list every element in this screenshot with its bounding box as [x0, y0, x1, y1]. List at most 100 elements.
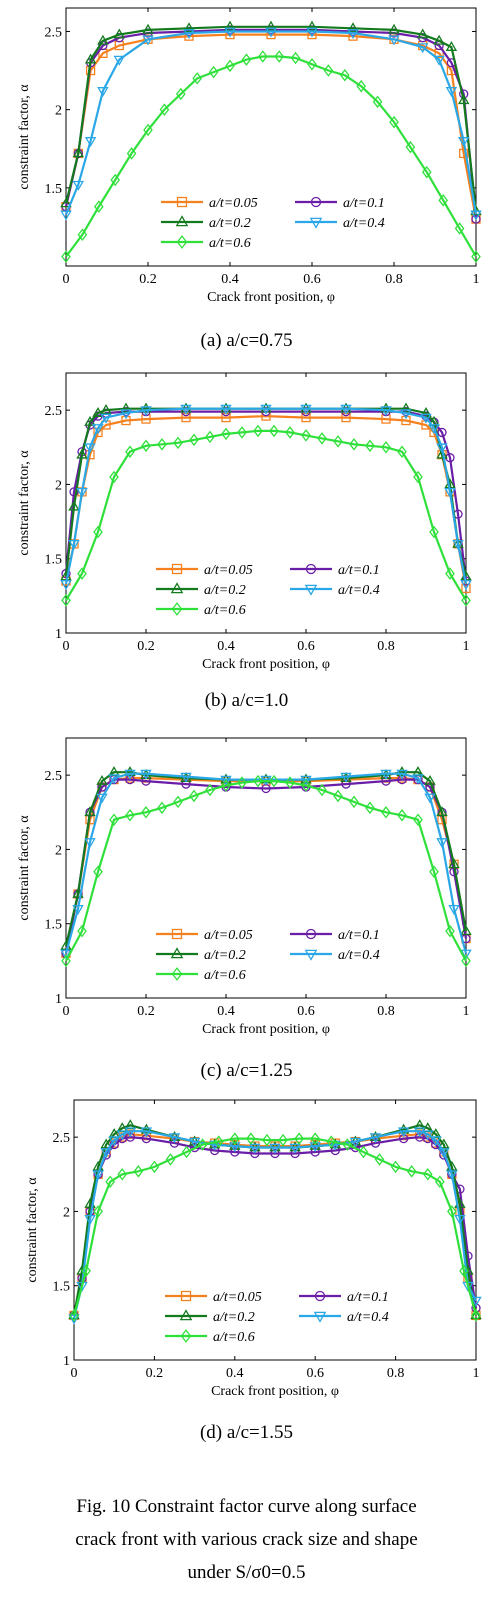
data-point-marker	[437, 427, 447, 438]
y-tick-label: 2	[55, 478, 62, 493]
data-point-marker	[333, 435, 343, 448]
data-point-marker	[452, 540, 464, 550]
data-point-marker	[171, 967, 183, 981]
data-point-marker	[96, 774, 108, 785]
x-tick-label: 0	[63, 272, 70, 287]
plot-area	[65, 7, 477, 267]
legend-item: a/t=0.05	[156, 563, 253, 578]
data-point-marker	[60, 197, 72, 208]
data-point-marker	[460, 580, 472, 591]
data-point-marker	[294, 1132, 304, 1145]
data-point-marker	[285, 776, 295, 789]
x-tick-label: 1	[463, 639, 470, 654]
legend-item: a/t=0.2	[161, 215, 251, 231]
data-point-marker	[413, 1127, 426, 1138]
data-point-marker	[175, 87, 186, 101]
data-point-marker	[300, 775, 312, 786]
x-axis-label: Crack front position, φ	[207, 290, 335, 305]
data-point-marker	[269, 424, 279, 438]
chart-panel-d: 0 0.2 0.4 0.6 0.8 1 1 1.5 2 2.5 Crack front positi…	[0, 1092, 493, 1443]
data-point-marker	[430, 1136, 442, 1147]
data-point-marker	[181, 1145, 192, 1159]
data-point-marker	[224, 27, 236, 38]
data-point-marker	[260, 404, 272, 415]
data-point-marker	[60, 949, 72, 960]
data-point-marker	[438, 1138, 450, 1149]
data-point-marker	[93, 1205, 103, 1218]
data-point-marker	[68, 540, 80, 550]
x-axis-label: Crack front position, φ	[202, 1022, 330, 1037]
data-point-marker	[438, 1148, 450, 1159]
data-point-marker	[429, 865, 439, 878]
panel-caption: (c) a/c=1.25	[200, 1060, 293, 1081]
data-point-marker	[380, 406, 392, 417]
series-a-t-0-4	[60, 404, 472, 591]
x-tick-label: 0.8	[385, 272, 403, 287]
data-point-marker	[416, 28, 429, 39]
series-line	[72, 1137, 478, 1316]
data-point-marker	[365, 439, 375, 453]
data-point-marker	[97, 34, 109, 45]
data-point-marker	[380, 402, 392, 413]
data-point-marker	[436, 443, 448, 454]
data-point-marker	[446, 1170, 458, 1181]
series-line	[64, 33, 478, 220]
data-point-marker	[109, 470, 119, 484]
data-point-marker	[389, 115, 399, 129]
data-point-marker	[124, 1127, 137, 1138]
data-point-marker	[92, 424, 104, 435]
data-point-marker	[339, 68, 350, 82]
data-point-marker	[241, 53, 252, 66]
data-point-marker	[340, 772, 352, 783]
data-point-marker	[356, 79, 367, 93]
data-point-marker	[285, 426, 295, 439]
data-point-marker	[113, 28, 126, 39]
data-point-marker	[120, 409, 132, 420]
data-point-marker	[349, 438, 359, 451]
data-point-marker	[183, 22, 195, 33]
data-point-marker	[445, 924, 455, 938]
series-a-t-0-6	[61, 424, 471, 607]
data-point-marker	[179, 1309, 193, 1321]
data-point-marker	[140, 769, 152, 780]
data-point-marker	[96, 793, 108, 804]
data-point-marker	[192, 72, 203, 85]
data-point-marker	[330, 1145, 340, 1156]
data-point-marker	[124, 769, 136, 780]
figure-caption: Fig. 10 Constraint factor curve along su…	[0, 1490, 493, 1589]
data-point-marker	[180, 1290, 192, 1302]
data-point-marker	[76, 448, 88, 459]
series-line	[72, 1130, 477, 1319]
data-point-marker	[310, 1147, 320, 1157]
legend-item: a/t=0.4	[299, 1310, 389, 1325]
data-point-marker	[140, 406, 152, 417]
legend-label: a/t=0.1	[338, 928, 380, 943]
data-point-marker	[165, 1153, 176, 1166]
x-tick-label: 0.8	[377, 1004, 395, 1019]
data-point-marker	[141, 806, 151, 819]
data-point-marker	[140, 402, 152, 413]
x-tick-label: 1	[463, 1004, 470, 1019]
data-point-marker	[421, 165, 432, 179]
data-point-marker	[77, 924, 87, 938]
data-point-marker	[307, 58, 317, 71]
data-point-marker	[180, 1329, 192, 1343]
y-tick-label: 1.5	[45, 182, 63, 197]
data-point-marker	[92, 407, 104, 417]
legend-item: a/t=0.05	[165, 1290, 262, 1305]
series-a-t-0-4	[60, 769, 472, 960]
data-point-marker	[68, 500, 80, 511]
y-tick-label: 1	[55, 992, 62, 1007]
data-point-marker	[313, 1311, 327, 1323]
chart-panel-c: 0 0.2 0.4 0.6 0.8 1 1 1.5 2 2.5 Crack front positi…	[0, 730, 493, 1081]
data-point-marker	[290, 1148, 300, 1159]
data-point-marker	[93, 200, 104, 213]
data-point-marker	[459, 148, 469, 159]
data-point-marker	[471, 1309, 481, 1322]
data-point-marker	[278, 1133, 288, 1147]
legend-item: a/t=0.6	[156, 602, 246, 618]
y-tick-label: 1	[63, 1354, 70, 1369]
data-point-marker	[333, 789, 343, 803]
y-tick-label: 2	[55, 104, 62, 119]
data-point-marker	[448, 905, 460, 915]
